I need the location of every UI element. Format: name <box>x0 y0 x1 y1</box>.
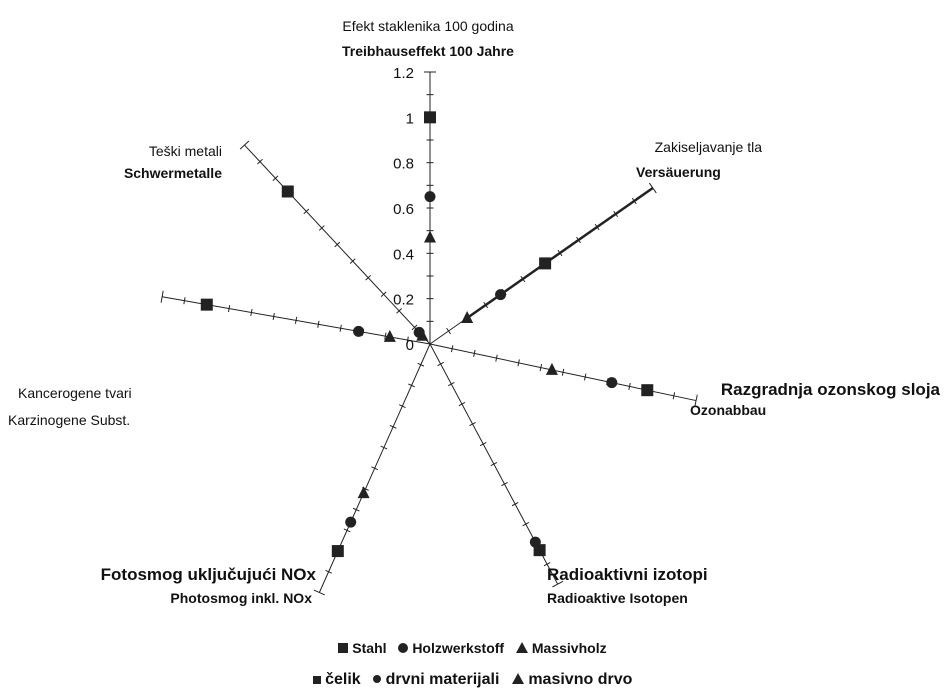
tick-carcinogenic-5 <box>318 321 319 328</box>
stahl-marker-greenhouse <box>424 111 436 123</box>
square-marker-icon <box>313 676 321 684</box>
chart-tick-labels: 0 0.2 0.4 0.6 0.8 1 1.2 <box>393 65 414 354</box>
tick-radioactive-4 <box>469 422 475 425</box>
legend-label-holzwerkstoff: Holzwerkstoff <box>412 640 504 656</box>
tick-radioactive-9 <box>523 522 529 525</box>
radial-tick-label: 1 <box>406 110 414 127</box>
axis-label-de-radioactive: Radioaktive Isotopen <box>547 590 688 606</box>
tick-photosmog-12 <box>314 590 325 595</box>
tick-ozone-2 <box>474 350 475 357</box>
tick-carcinogenic-6 <box>295 317 296 324</box>
legend-item-massivholz: Massivholz <box>516 640 607 656</box>
legend-label-masivno-drvo: masivno drvo <box>528 671 632 688</box>
legend-german: Stahl Holzwerkstoff Massivholz <box>0 640 945 656</box>
massivholz-marker-greenhouse <box>424 230 436 242</box>
holzwerkstoff-marker-greenhouse <box>425 191 436 202</box>
axis-label-hr-radioactive: Radioaktivni izotopi <box>547 565 708 584</box>
tick-carcinogenic-11 <box>184 297 185 304</box>
tick-radioactive-2 <box>448 382 454 385</box>
holzwerkstoff-marker-ozone <box>606 377 617 388</box>
tick-carcinogenic-8 <box>251 309 252 316</box>
axis-label-de-ozone: Ozonabbau <box>690 402 766 418</box>
acidification-emphasis-line <box>467 188 653 318</box>
radial-tick-label: 0.2 <box>393 292 414 309</box>
tick-ozone-1 <box>451 345 452 352</box>
axis-label-hr-heavy-metals: Teški metali <box>149 143 222 159</box>
tick-radioactive-5 <box>480 442 486 445</box>
legend-item-drvni-materijali: drvni materijali <box>373 671 499 688</box>
axis-label-hr-carcinogenic: Kancerogene tvari <box>18 385 132 401</box>
axis-label-de-acidification: Versäuerung <box>636 164 721 180</box>
legend-label-massivholz: Massivholz <box>532 640 607 656</box>
axis-label-de-greenhouse: Treibhauseffekt 100 Jahre <box>342 43 514 59</box>
tick-ozone-4 <box>518 359 519 366</box>
radial-tick-label: 0.6 <box>393 201 414 218</box>
chart-spokes <box>161 72 697 595</box>
axis-label-hr-greenhouse: Efekt staklenika 100 godina <box>342 18 513 34</box>
holzwerkstoff-marker-photosmog <box>345 517 356 528</box>
legend-label-drvni-materijali: drvni materijali <box>386 671 500 688</box>
tick-radioactive-3 <box>459 402 465 405</box>
legend-item-holzwerkstoff: Holzwerkstoff <box>398 640 504 656</box>
triangle-marker-icon <box>512 673 524 684</box>
circle-marker-icon <box>373 675 381 683</box>
legend-label-celik: čelik <box>325 671 361 688</box>
axis-label-hr-acidification: Zakiseljavanje tla <box>655 139 763 155</box>
square-marker-icon <box>338 643 348 653</box>
radial-tick-label: 0 <box>406 337 414 354</box>
radial-tick-label: 0.8 <box>393 156 414 173</box>
legend-item-stahl: Stahl <box>338 640 386 656</box>
tick-ozone-5 <box>540 364 541 371</box>
legend-croatian: čelik drvni materijali masivno drvo <box>0 671 945 689</box>
tick-carcinogenic-7 <box>273 313 274 320</box>
tick-ozone-3 <box>496 355 497 362</box>
chart-markers <box>201 111 654 557</box>
axis-label-de-heavy-metals: Schwermetalle <box>124 165 222 181</box>
legend-item-celik: čelik <box>313 671 361 688</box>
massivholz-marker-photosmog <box>358 486 370 498</box>
tick-ozone-11 <box>673 392 674 399</box>
axis-label-hr-ozone: Razgradnja ozonskog sloja <box>721 380 941 399</box>
legend-item-masivno-drvo: masivno drvo <box>512 671 632 688</box>
stahl-marker-heavy-metals <box>282 185 294 197</box>
radial-tick-label: 1.2 <box>393 65 414 82</box>
holzwerkstoff-marker-acidification <box>495 289 506 300</box>
tick-carcinogenic-4 <box>340 325 341 332</box>
circle-marker-icon <box>398 643 408 653</box>
holzwerkstoff-marker-carcinogenic <box>353 326 364 337</box>
tick-ozone-6 <box>562 369 563 376</box>
tick-ozone-9 <box>629 383 630 390</box>
axis-label-hr-photosmog: Fotosmog uključujući NOx <box>101 565 317 584</box>
tick-radioactive-7 <box>501 482 507 485</box>
stahl-marker-ozone <box>641 384 653 396</box>
legend-label-stahl: Stahl <box>352 640 386 656</box>
tick-ozone-7 <box>584 374 585 381</box>
stahl-marker-photosmog <box>332 545 344 557</box>
tick-radioactive-6 <box>491 462 497 465</box>
axis-label-de-carcinogenic: Karzinogene Subst. <box>8 412 130 428</box>
axis-label-de-photosmog: Photosmog inkl. NOx <box>170 590 312 606</box>
stahl-marker-acidification <box>539 257 551 269</box>
massivholz-marker-acidification <box>461 311 473 323</box>
radar-chart: 0 0.2 0.4 0.6 0.8 1 1.2 Efekt staklenika 100 g… <box>0 0 945 630</box>
tick-radioactive-8 <box>512 502 518 505</box>
tick-carcinogenic-9 <box>228 305 229 312</box>
tick-acidification-1 <box>447 328 451 334</box>
triangle-marker-icon <box>516 642 528 653</box>
tick-radioactive-1 <box>438 362 444 365</box>
radial-tick-label: 0.4 <box>393 246 414 263</box>
stahl-marker-carcinogenic <box>201 299 213 311</box>
